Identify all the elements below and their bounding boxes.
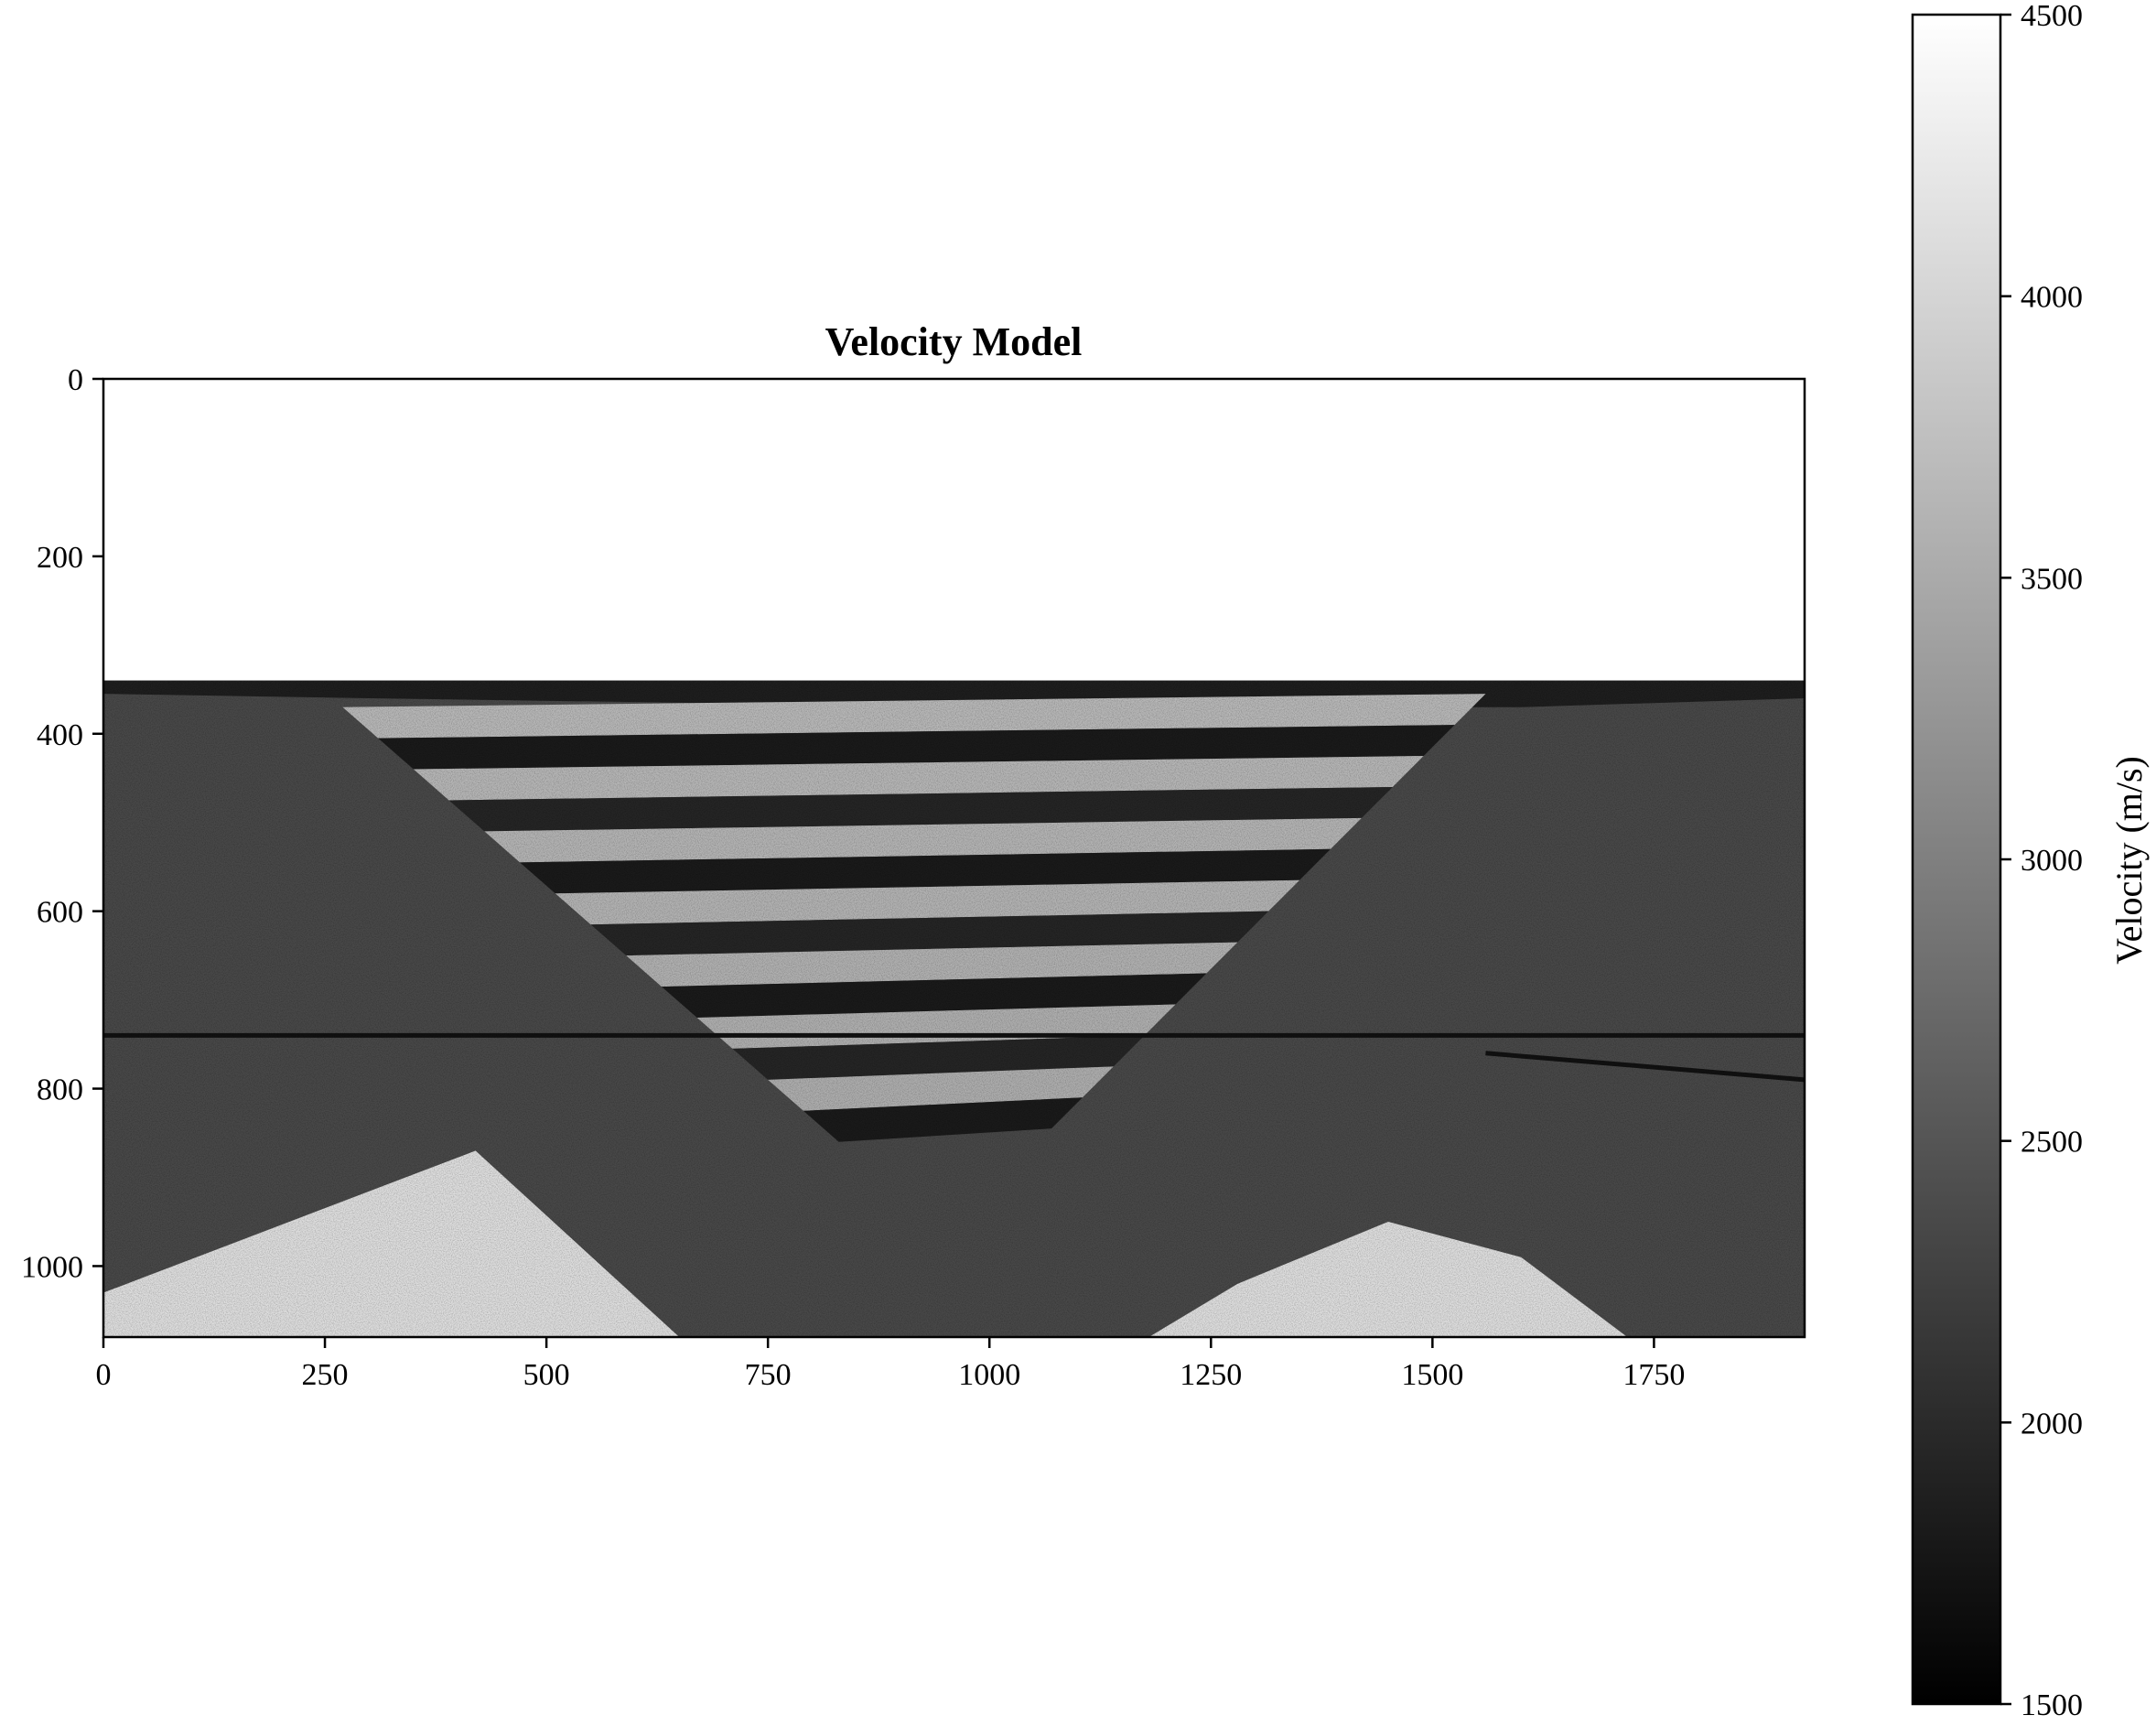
y-tick-label: 600: [37, 896, 83, 930]
y-tick-label: 1000: [21, 1250, 83, 1284]
colorbar-gradient: [1911, 13, 2002, 1706]
x-tick-label: 750: [745, 1358, 792, 1392]
y-tick-label: 200: [37, 541, 83, 575]
x-tick-label: 1250: [1180, 1358, 1242, 1392]
y-tick-label: 800: [37, 1073, 83, 1107]
colorbar-ticks: 1500 2000 2500 3000 3500 4000 4500: [2000, 0, 2083, 1722]
plot-frame: [102, 377, 1806, 1339]
colorbar-label: Velocity (m/s): [2108, 756, 2150, 965]
y-axis: 0 200 400 600 800 1000: [21, 363, 103, 1284]
colorbar-tick-label: 3500: [2021, 562, 2083, 596]
colorbar-tick-label: 3000: [2021, 844, 2083, 878]
x-tick-label: 500: [523, 1358, 570, 1392]
x-tick-label: 1500: [1401, 1358, 1463, 1392]
colorbar: 1500 2000 2500 3000 3500 4000 4500 Velocity (m…: [1911, 0, 2150, 1722]
colorbar-tick-label: 4000: [2021, 281, 2083, 315]
x-axis: 0 250 500 750 1000 1250 1500 1750: [96, 1337, 1685, 1392]
colorbar-tick-label: 1500: [2021, 1688, 2083, 1722]
colorbar-tick-label: 2500: [2021, 1126, 2083, 1160]
x-tick-label: 250: [302, 1358, 349, 1392]
heatmap-image: [103, 379, 1805, 1337]
y-tick-label: 0: [68, 363, 83, 397]
colorbar-tick-label: 2000: [2021, 1407, 2083, 1440]
colorbar-tick-label: 4500: [2021, 0, 2083, 33]
chart-title: Velocity Model: [825, 319, 1083, 364]
x-tick-label: 1000: [958, 1358, 1020, 1392]
noise-overlay: [103, 681, 1805, 1337]
y-tick-label: 400: [37, 718, 83, 752]
x-tick-label: 0: [96, 1358, 112, 1392]
x-tick-label: 1750: [1622, 1358, 1685, 1392]
